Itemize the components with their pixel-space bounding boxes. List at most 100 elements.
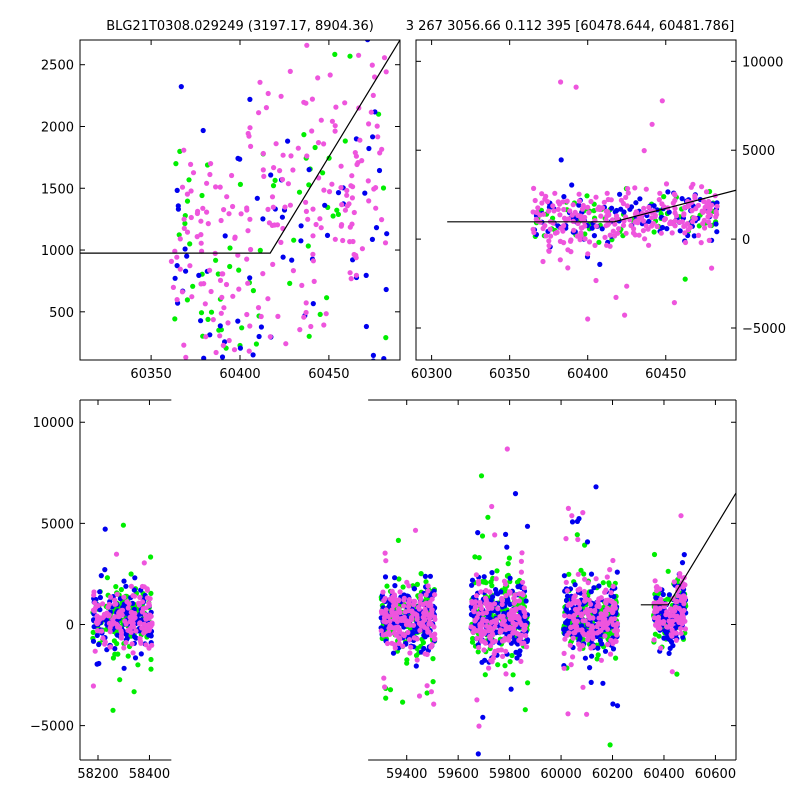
data-point [598,657,605,663]
data-point [260,150,266,157]
data-point [663,181,670,187]
data-point [131,593,138,599]
data-point [258,324,264,330]
data-point [330,213,336,219]
data-point [117,677,123,683]
data-point [620,222,627,228]
data-point [177,148,183,154]
data-point [129,641,135,647]
data-point [335,211,341,217]
data-point [574,532,580,538]
data-point [289,257,295,263]
data-point [604,190,610,196]
data-point [610,599,616,605]
data-point [309,128,315,134]
data-point [135,662,141,668]
data-point [105,613,111,619]
data-point [217,333,223,339]
data-point [118,635,124,641]
data-point [100,635,106,641]
data-point [558,157,564,163]
data-point [651,637,657,643]
data-point [93,605,99,611]
data-point [335,190,342,196]
data-point [306,333,312,339]
data-point [384,640,391,647]
data-point [235,318,241,324]
data-point [564,618,570,624]
data-point [414,581,420,588]
data-point [589,225,595,231]
data-point [566,630,572,636]
data-point [368,109,374,115]
data-point [217,277,224,283]
data-point [148,554,154,560]
data-point [188,214,194,221]
data-point [339,202,345,208]
data-point [397,589,403,595]
data-point [695,232,702,238]
data-point [90,683,96,689]
data-point [392,575,398,581]
data-point [655,599,661,606]
data-point [298,238,304,244]
data-point [215,271,221,277]
data-point [622,312,628,318]
data-point [379,217,385,223]
data-point [311,278,317,284]
data-point [423,600,429,606]
data-point [469,577,476,583]
data-point [353,153,359,159]
data-point [520,606,527,612]
data-point [540,225,546,232]
bottom-points [90,446,689,757]
data-point [418,571,424,577]
data-point [408,614,415,621]
data-point [428,689,434,695]
data-point [383,335,389,341]
data-point [91,592,97,598]
data-point [307,402,312,407]
data-point [578,567,584,573]
data-point [582,618,588,624]
data-point [131,689,137,695]
data-point [349,173,355,179]
data-point [386,629,392,636]
data-point [676,573,683,579]
data-point [204,180,210,186]
data-point [118,630,124,636]
data-point [310,206,316,212]
data-point [375,134,381,140]
data-point [190,170,197,176]
data-point [187,241,193,247]
data-point [666,592,673,598]
data-point [273,141,279,147]
data-point [290,268,296,274]
data-point [120,607,126,613]
data-point [365,178,371,184]
data-point [588,679,594,686]
data-point [523,633,529,639]
data-point [577,646,583,652]
data-point [586,597,592,603]
data-point [651,551,658,558]
data-point [607,567,613,573]
data-point [224,194,230,200]
data-point [609,217,616,223]
data-point [121,665,127,671]
data-point [686,202,692,208]
data-point [599,641,605,647]
data-point [483,600,489,607]
data-point [125,653,131,659]
data-point [373,225,380,231]
data-point [572,582,578,588]
data-point [479,533,486,539]
data-point [512,491,519,497]
data-point [561,573,568,579]
data-point [387,596,394,602]
data-point [503,624,509,631]
data-point [350,238,356,245]
data-point [618,197,625,203]
data-point [690,181,696,187]
data-point [378,628,384,634]
